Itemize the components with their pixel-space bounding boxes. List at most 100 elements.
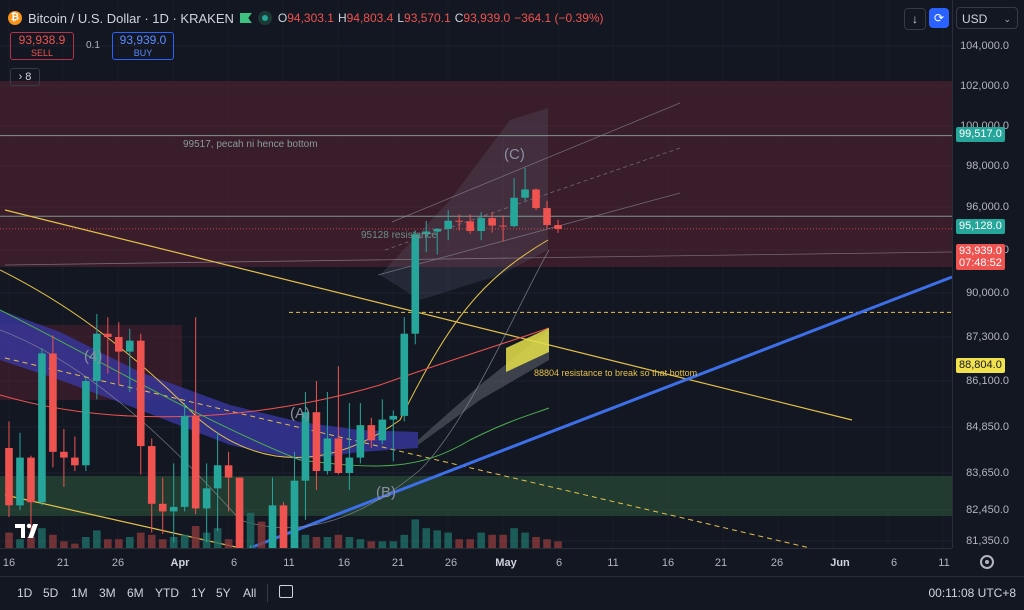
candle-body	[202, 488, 211, 509]
wave-label-a: (A)	[290, 405, 310, 422]
volume-bar	[16, 539, 24, 548]
high-label: H	[337, 11, 347, 25]
candle-body	[93, 333, 101, 381]
candle-body	[378, 419, 387, 441]
candle-body	[312, 412, 321, 472]
range-button-1m[interactable]: 1M	[71, 586, 88, 600]
last-price: 93,939.0	[959, 245, 1002, 257]
volume-bar	[191, 526, 200, 548]
price-chart[interactable]	[0, 0, 952, 548]
chart-pane[interactable]	[0, 0, 952, 548]
volume-bar	[312, 537, 321, 548]
candle-body	[543, 208, 551, 226]
candle-body	[499, 225, 507, 227]
candle-body	[510, 197, 518, 227]
candle-body	[411, 234, 420, 334]
volume-bar	[554, 541, 562, 548]
utc-clock[interactable]: 00:11:08 UTC+8	[928, 586, 1017, 600]
flag-icon[interactable]	[239, 13, 252, 23]
volume-bar	[71, 543, 79, 548]
range-button-6m[interactable]: 6M	[127, 586, 144, 600]
time-tick-label: 11	[938, 557, 950, 569]
price-axis[interactable]: 104,000.0 102,000.0 100,000.0 98,000.0 96,00…	[952, 0, 1024, 548]
candle-body	[169, 506, 178, 512]
tradingview-logo-icon	[15, 523, 38, 538]
volume-bar	[521, 532, 529, 548]
high-value: 94,803.4	[346, 11, 394, 25]
buy-label: BUY	[133, 48, 153, 58]
time-tick-label: Apr	[170, 557, 190, 569]
price-tick-label: 82,450.0	[966, 504, 1009, 516]
volume-bar	[82, 537, 90, 548]
bitcoin-icon: ₿	[8, 11, 22, 25]
candle-body	[82, 381, 90, 466]
time-tick-label: Jun	[830, 557, 850, 569]
time-axis[interactable]: 16 21 26 Apr 6 11 16 21 26 May 6 11 16 21 26 Jun 6 11	[0, 548, 952, 575]
calendar-goto-icon[interactable]	[279, 585, 293, 598]
candle-body	[466, 221, 474, 231]
candle-body	[27, 457, 35, 503]
time-tick-label: 11	[283, 557, 295, 569]
channel-bottom	[377, 192, 681, 276]
price-tick-label: 98,000.0	[966, 160, 1009, 172]
volume-bar	[411, 519, 420, 548]
candle-body	[301, 412, 310, 481]
range-button-3m[interactable]: 3M	[99, 586, 116, 600]
note-99517: 99517, pecah ni hence bottom	[183, 139, 318, 150]
spread-value: 0.1	[86, 40, 100, 51]
price-tick-label: 83,650.0	[966, 467, 1009, 479]
wave-label-4: (4)	[84, 348, 103, 365]
last-price-tag: 93,939.0 07:48:52	[956, 244, 1005, 270]
candle-body	[38, 353, 46, 503]
candle-body	[279, 505, 288, 548]
range-button-5d[interactable]: 5D	[43, 586, 59, 600]
candle-body	[444, 220, 452, 229]
volume-bar	[49, 534, 57, 548]
volume-bar	[543, 539, 551, 548]
chevron-icon: ›	[18, 71, 23, 83]
volume-bar	[169, 537, 178, 548]
price-tick-label: 90,000.0	[966, 287, 1009, 299]
volume-bar	[345, 537, 354, 548]
candle-body	[16, 457, 24, 506]
candle-body	[5, 448, 13, 506]
candle-body	[136, 340, 145, 447]
range-button-all[interactable]: All	[243, 586, 257, 600]
range-button-1y[interactable]: 1Y	[191, 586, 206, 600]
supply-zone	[0, 81, 952, 267]
range-button-1d[interactable]: 1D	[17, 586, 33, 600]
time-tick-label: 6	[230, 557, 238, 569]
price-tick-label: 96,000.0	[966, 201, 1009, 213]
volume-bar	[488, 534, 496, 548]
sell-button[interactable]: 93,938.9 SELL	[10, 32, 74, 60]
currency-select[interactable]: USD ⌄	[956, 7, 1018, 29]
range-button-ytd[interactable]: YTD	[155, 586, 179, 600]
indicators-toggle[interactable]: › 8	[10, 68, 40, 86]
candle-body	[104, 333, 112, 337]
volume-bar	[400, 534, 409, 548]
time-tick-label: 6	[890, 557, 898, 569]
range-button-5y[interactable]: 5Y	[216, 586, 231, 600]
volume-bar	[455, 539, 463, 548]
time-tick-label: 26	[770, 557, 784, 569]
volume-bar	[367, 541, 376, 548]
symbol-title[interactable]: Bitcoin / U.S. Dollar · 1D · KRAKEN	[28, 10, 234, 26]
market-status-icon[interactable]	[257, 11, 272, 25]
down-arrow-button[interactable]: ↓	[904, 8, 926, 30]
volume-bar	[224, 539, 233, 548]
candle-body	[323, 438, 332, 472]
candle-body	[290, 480, 299, 548]
candle-body	[268, 505, 277, 548]
volume-bar	[38, 528, 46, 548]
settings-gear-icon[interactable]	[980, 555, 994, 569]
volume-bar	[5, 532, 13, 548]
ma-fast	[0, 239, 549, 458]
sync-button[interactable]: ⟳	[929, 8, 949, 28]
candle-body	[400, 333, 409, 416]
buy-button[interactable]: 93,939.0 BUY	[112, 32, 174, 60]
bar-countdown: 07:48:52	[959, 257, 1002, 269]
sell-price: 93,938.9	[18, 33, 66, 47]
ma-slow	[0, 249, 550, 529]
low-label: L	[397, 11, 405, 25]
